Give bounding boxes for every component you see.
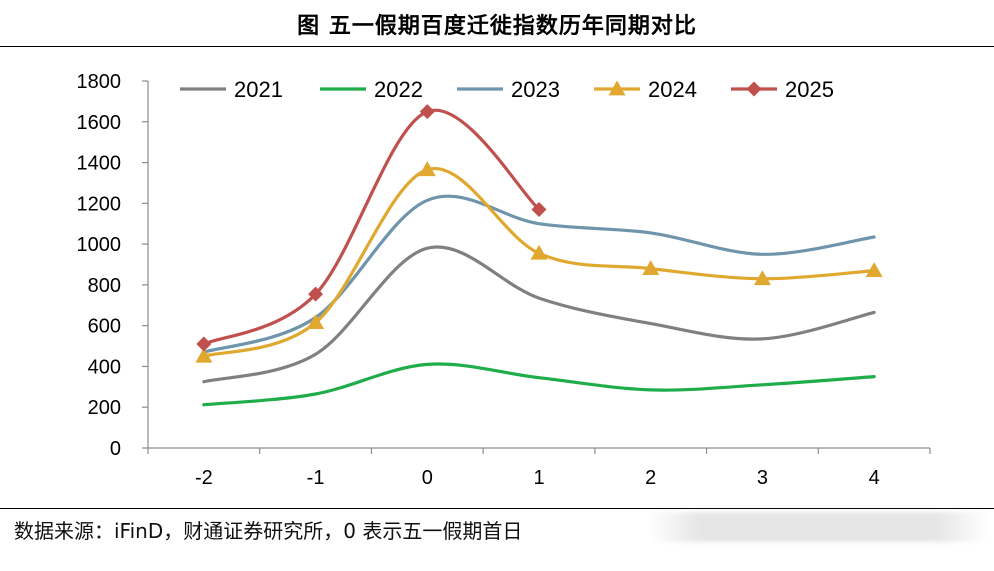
y-tick-label: 0 xyxy=(110,438,121,460)
data-point-2024 xyxy=(865,262,883,277)
y-tick-label: 600 xyxy=(88,316,121,338)
x-tick-label: -2 xyxy=(195,467,213,489)
y-tick-label: 1200 xyxy=(77,193,122,215)
data-point-2024 xyxy=(195,347,213,363)
y-tick-label: 1400 xyxy=(77,153,122,175)
legend-label: 2023 xyxy=(511,77,560,102)
chart-axes: 0 200 400 600 800 1000 1200 1400 1600 1800 -2 -1 0 1 2… xyxy=(77,71,931,489)
chart-series xyxy=(195,104,883,407)
source-divider xyxy=(0,508,994,509)
data-point-2024 xyxy=(753,270,771,286)
title-divider xyxy=(0,46,994,47)
series-line-2021 xyxy=(202,245,876,384)
legend-item-2023: 2023 xyxy=(457,77,560,102)
legend-item-2021: 2021 xyxy=(180,77,283,102)
y-tick-label: 1600 xyxy=(77,112,122,134)
legend-marker xyxy=(608,80,626,96)
data-point-2025 xyxy=(196,336,212,352)
legend-label: 2025 xyxy=(785,77,834,102)
legend-item-2025: 2025 xyxy=(731,77,834,102)
x-tick-label: 0 xyxy=(422,467,433,489)
data-point-2025 xyxy=(531,201,547,217)
source-note: 数据来源：iFinD，财通证券研究所，0 表示五一假期首日 xyxy=(14,519,523,543)
legend-item-2022: 2022 xyxy=(320,77,423,102)
y-tick-label: 200 xyxy=(88,397,121,419)
x-tick-label: 1 xyxy=(533,467,544,489)
watermark xyxy=(648,512,988,542)
legend-label: 2022 xyxy=(374,77,423,102)
data-point-2025 xyxy=(419,104,435,120)
chart-title: 图 五一假期百度迁徙指数历年同期对比 xyxy=(297,14,697,39)
x-tick-label: 2 xyxy=(645,467,656,489)
legend-label: 2024 xyxy=(648,77,697,102)
x-tick-label: -1 xyxy=(307,467,325,489)
legend-marker xyxy=(746,81,762,97)
series-line-2025 xyxy=(202,108,541,346)
y-tick-label: 1000 xyxy=(77,234,122,256)
y-tick-label: 400 xyxy=(88,356,121,378)
y-tick-label: 1800 xyxy=(77,71,122,93)
legend-item-2024: 2024 xyxy=(594,77,697,102)
series-line-2024 xyxy=(202,166,876,358)
series-2025 xyxy=(196,104,547,352)
y-tick-label: 800 xyxy=(88,275,121,297)
data-point-2025 xyxy=(308,286,324,302)
data-point-2024 xyxy=(642,260,660,275)
x-tick-label: 3 xyxy=(757,467,768,489)
data-point-2024 xyxy=(418,161,436,177)
legend-label: 2021 xyxy=(234,77,283,102)
data-point-2024 xyxy=(307,314,325,329)
series-2024 xyxy=(195,161,883,363)
chart-legend: 2021 2022 2023 2024 2025 xyxy=(180,77,834,102)
x-tick-label: 4 xyxy=(869,467,880,489)
line-chart: 0 200 400 600 800 1000 1200 1400 1600 1800 -2 -1 0 1 2… xyxy=(77,71,931,489)
series-2022 xyxy=(202,362,876,407)
series-2021 xyxy=(202,245,876,384)
data-point-2024 xyxy=(530,244,548,260)
series-line-2022 xyxy=(202,362,876,407)
